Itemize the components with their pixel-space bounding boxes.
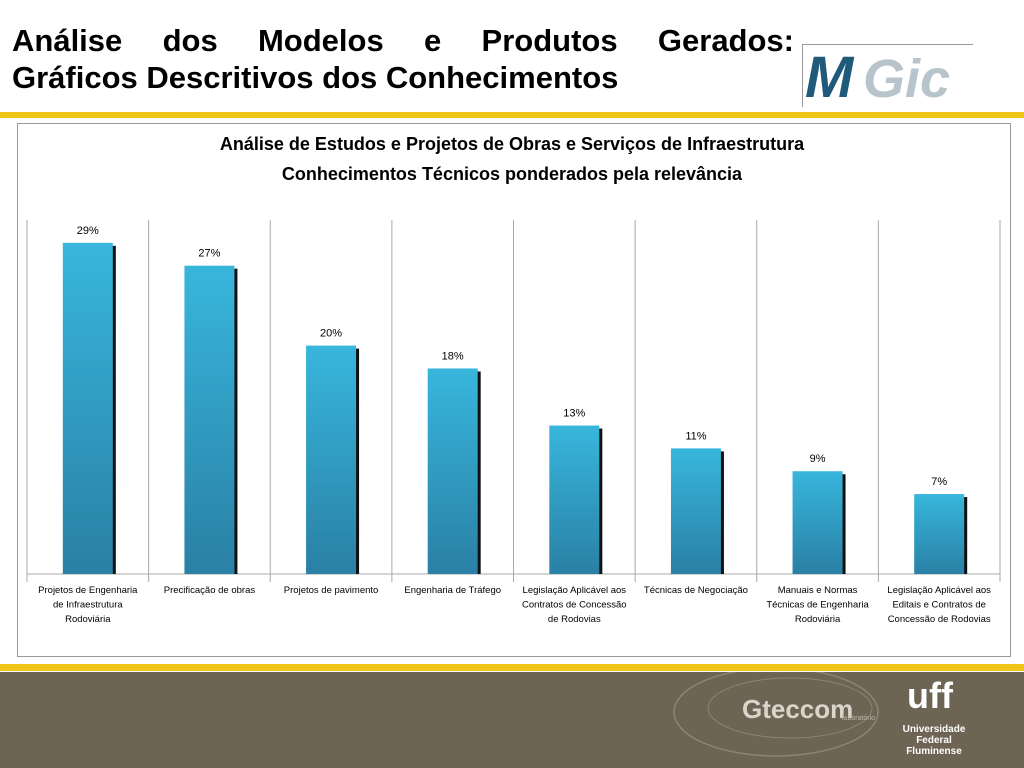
category-label: Manuais e Normas [778, 585, 858, 596]
category-label: Rodoviária [795, 614, 841, 625]
gteccom-orbit-inner [707, 677, 873, 739]
category-label: Legislação Aplicável aos [887, 585, 991, 596]
data-label: 11% [685, 430, 706, 442]
header-gold-rule [0, 112, 1024, 118]
data-label: 29% [77, 225, 99, 237]
slide-title: Análise dos Modelos e Produtos Gerados: … [12, 22, 794, 96]
category-label: Concessão de Rodovias [888, 614, 991, 625]
chart-title-line-2: Conhecimentos Técnicos ponderados pela r… [282, 164, 743, 184]
slide-title-line-2: Gráficos Descritivos dos Conhecimentos [12, 60, 619, 95]
footer-band: Gteccom laboratório uff Universidade Fed… [0, 672, 1024, 768]
data-label: 9% [810, 453, 826, 465]
bar [62, 242, 113, 574]
bar [792, 471, 843, 574]
bar [306, 345, 357, 574]
uff-mark: uff [907, 675, 954, 716]
category-label: Técnicas de Engenharia [766, 600, 869, 611]
gteccom-wordmark: Gteccom [742, 694, 853, 724]
data-label: 13% [563, 408, 585, 420]
chart-title-line-1: Análise de Estudos e Projetos de Obras e… [220, 134, 805, 154]
mgic-logo-gic: Gic [863, 49, 950, 107]
bar [549, 425, 600, 574]
category-label: Precificação de obras [164, 585, 256, 596]
uff-logo: uff Universidade Federal Fluminense [903, 675, 966, 757]
category-label: de Infraestrutura [53, 600, 123, 611]
gteccom-sub: laboratório [842, 715, 875, 722]
slide-title-line-1: Análise dos Modelos e Produtos Gerados: [12, 23, 794, 58]
plot-area: 29% Projetos de Engenharia de Infraestrutu… [26, 220, 1001, 625]
mgic-logo: M Gic [802, 44, 973, 107]
data-label: 20% [320, 328, 342, 340]
category-label: Rodoviária [65, 614, 111, 625]
university-line-3: Fluminense [906, 746, 962, 757]
category-label: Legislação Aplicável aos [523, 585, 627, 596]
data-label: 7% [931, 476, 947, 488]
data-label: 27% [198, 248, 220, 260]
bar [427, 368, 478, 574]
category-label: Contratos de Concessão [522, 600, 627, 611]
data-label: 18% [442, 350, 464, 362]
bar [184, 265, 235, 574]
bar-chart: Análise de Estudos e Projetos de Obras e… [26, 134, 1001, 625]
footer-gold-rule [0, 664, 1024, 671]
gteccom-logo: Gteccom laboratório [673, 672, 879, 757]
category-label: Editais e Contratos de [892, 600, 985, 611]
chart-frame: Análise de Estudos e Projetos de Obras e… [17, 123, 1011, 657]
university-line-1: Universidade [903, 724, 966, 735]
category-label: Engenharia de Tráfego [404, 585, 501, 596]
gteccom-orbit-outer [673, 672, 879, 757]
category-label: Projetos de pavimento [284, 585, 379, 596]
category-label: Projetos de Engenharia [38, 585, 138, 596]
mgic-logo-m: M [805, 45, 855, 107]
bar [670, 448, 721, 574]
bar [914, 494, 965, 574]
category-label: Técnicas de Negociação [644, 585, 748, 596]
university-line-2: Federal [916, 735, 952, 746]
category-label: de Rodovias [548, 614, 601, 625]
